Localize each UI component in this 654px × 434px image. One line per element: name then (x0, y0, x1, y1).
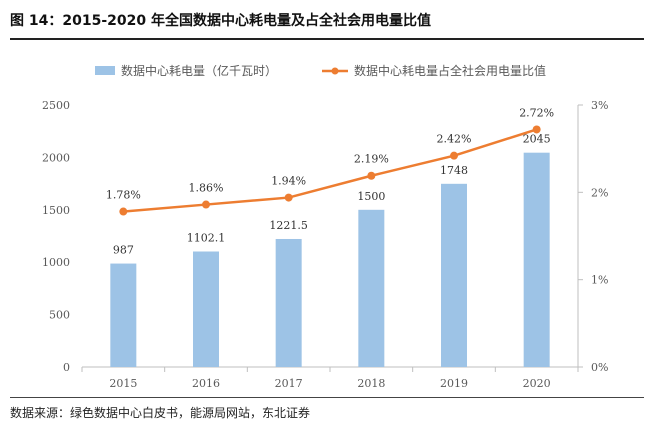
ratio-point-2017 (284, 193, 293, 202)
x-tick-label: 2019 (440, 377, 468, 390)
bar-value-label: 1500 (357, 190, 385, 203)
ratio-line (119, 125, 541, 216)
bar-value-label: 987 (113, 244, 134, 257)
ratio-point-2016 (202, 200, 210, 209)
ratio-value-label: 1.94% (271, 175, 306, 188)
x-tick-label: 2017 (275, 377, 303, 390)
bar-2019 (441, 183, 467, 367)
ratio-value-label: 2.72% (519, 106, 554, 119)
axes: 0 500 1000 1500 2000 2500 0% 1% 2% 3% 2015 2016 2017… (42, 99, 608, 390)
bar-value-label: 1221.5 (269, 219, 308, 232)
ratio-value-label: 1.86% (189, 182, 224, 195)
legend-swatch-bar (95, 66, 115, 75)
legend-swatch-marker (331, 67, 339, 75)
ratio-line-path (123, 128, 538, 213)
bar-value-label: 1102.1 (187, 231, 226, 244)
ratio-value-label: 1.78% (106, 189, 141, 202)
ratio-point-2020 (532, 125, 541, 134)
title-rule (10, 38, 644, 40)
ratio-point-2018 (367, 171, 376, 180)
x-tick-label: 2015 (109, 377, 137, 390)
bar-2015 (110, 263, 137, 367)
y-right-tick-label: 3% (591, 99, 608, 112)
bar-2020 (523, 152, 550, 367)
combo-chart: 数据中心耗电量（亿千瓦时） 数据中心耗电量占全社会用电量比值 0 500 1000 15… (42, 63, 608, 390)
ratio-point-2019 (450, 151, 458, 160)
ratio-value-label: 2.42% (437, 133, 472, 146)
bars (110, 152, 550, 367)
bar-value-label: 1748 (440, 164, 468, 177)
y-right-tick-label: 0% (591, 361, 608, 374)
ratio-point-2015 (119, 207, 128, 216)
x-tick-label: 2018 (357, 377, 385, 390)
x-tick-label: 2020 (523, 377, 551, 390)
bar-2018 (358, 209, 385, 367)
legend: 数据中心耗电量（亿千瓦时） 数据中心耗电量占全社会用电量比值 (95, 63, 546, 78)
x-tick-label: 2016 (192, 377, 220, 390)
legend-label-line: 数据中心耗电量占全社会用电量比值 (354, 63, 546, 78)
bar-value-label: 2045 (523, 133, 551, 146)
y-left-tick-label: 2000 (42, 151, 70, 164)
source-note: 数据来源：绿色数据中心白皮书，能源局网站，东北证券 (10, 406, 311, 420)
y-left-tick-label: 500 (49, 309, 70, 322)
ratio-value-label: 2.19% (354, 153, 389, 166)
bar-2017 (275, 238, 302, 367)
y-right-tick-label: 2% (591, 186, 608, 199)
y-left-tick-label: 1000 (42, 256, 70, 269)
figure-title: 图 14：2015-2020 年全国数据中心耗电量及占全社会用电量比值 (10, 13, 431, 29)
legend-label-bar: 数据中心耗电量（亿千瓦时） (121, 63, 277, 78)
bar-2016 (193, 251, 219, 367)
y-left-tick-label: 1500 (42, 204, 70, 217)
y-left-tick-label: 2500 (42, 99, 70, 112)
y-right-tick-label: 1% (591, 274, 608, 287)
data-labels: 987 1102.1 1221.5 1500 1748 2045 1.78% 1.86% 1.9… (106, 106, 554, 256)
source-rule (10, 397, 644, 398)
y-left-tick-label: 0 (63, 361, 70, 374)
